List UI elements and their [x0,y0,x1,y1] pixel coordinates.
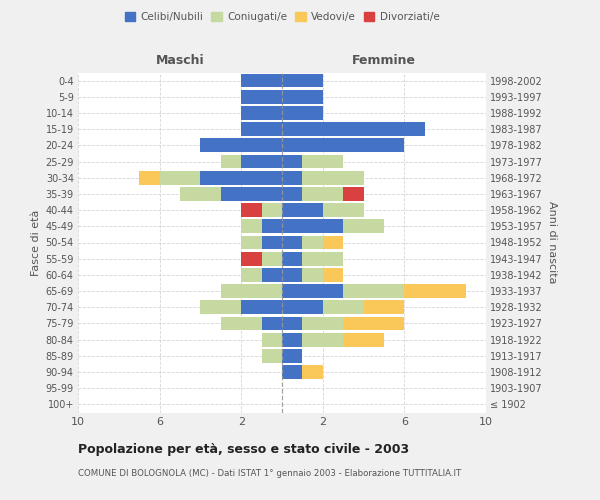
Legend: Celibi/Nubili, Coniugati/e, Vedovi/e, Divorziati/e: Celibi/Nubili, Coniugati/e, Vedovi/e, Di… [121,8,443,26]
Bar [302,187,343,201]
Bar [262,349,282,362]
Bar [262,333,282,346]
Bar [343,284,404,298]
Bar [282,74,323,88]
Bar [302,154,343,168]
Bar [282,154,302,168]
Bar [282,316,302,330]
Bar [139,171,160,184]
Bar [282,220,343,233]
Bar [302,252,343,266]
Bar [241,122,282,136]
Bar [282,90,323,104]
Bar [282,333,302,346]
Bar [404,284,466,298]
Bar [323,236,343,250]
Bar [241,106,282,120]
Bar [241,90,282,104]
Bar [221,187,282,201]
Bar [282,365,302,379]
Bar [302,333,343,346]
Bar [241,203,262,217]
Bar [160,171,200,184]
Bar [200,138,282,152]
Bar [282,122,425,136]
Text: Maschi: Maschi [155,54,205,68]
Text: Popolazione per età, sesso e stato civile - 2003: Popolazione per età, sesso e stato civil… [78,442,409,456]
Bar [282,187,302,201]
Bar [221,154,241,168]
Bar [282,138,404,152]
Text: COMUNE DI BOLOGNOLA (MC) - Dati ISTAT 1° gennaio 2003 - Elaborazione TUTTITALIA.: COMUNE DI BOLOGNOLA (MC) - Dati ISTAT 1°… [78,469,461,478]
Bar [302,316,343,330]
Bar [343,316,404,330]
Bar [282,300,323,314]
Bar [323,300,364,314]
Bar [323,203,364,217]
Y-axis label: Anni di nascita: Anni di nascita [547,201,557,283]
Bar [262,268,282,282]
Bar [241,220,262,233]
Bar [282,171,302,184]
Bar [262,236,282,250]
Bar [262,316,282,330]
Bar [241,268,262,282]
Bar [282,252,302,266]
Bar [302,365,323,379]
Bar [364,300,404,314]
Bar [200,171,282,184]
Bar [302,236,323,250]
Bar [343,333,384,346]
Bar [282,349,302,362]
Bar [241,300,282,314]
Bar [200,300,241,314]
Bar [241,74,282,88]
Bar [221,316,262,330]
Bar [343,220,384,233]
Y-axis label: Fasce di età: Fasce di età [31,210,41,276]
Bar [282,106,323,120]
Bar [262,203,282,217]
Bar [262,252,282,266]
Bar [221,284,282,298]
Bar [282,236,302,250]
Bar [323,268,343,282]
Bar [241,236,262,250]
Bar [262,220,282,233]
Bar [282,268,302,282]
Bar [282,284,343,298]
Text: Femmine: Femmine [352,54,416,68]
Bar [241,252,262,266]
Bar [302,268,323,282]
Bar [241,154,282,168]
Bar [180,187,221,201]
Bar [282,203,323,217]
Bar [302,171,364,184]
Bar [343,187,364,201]
